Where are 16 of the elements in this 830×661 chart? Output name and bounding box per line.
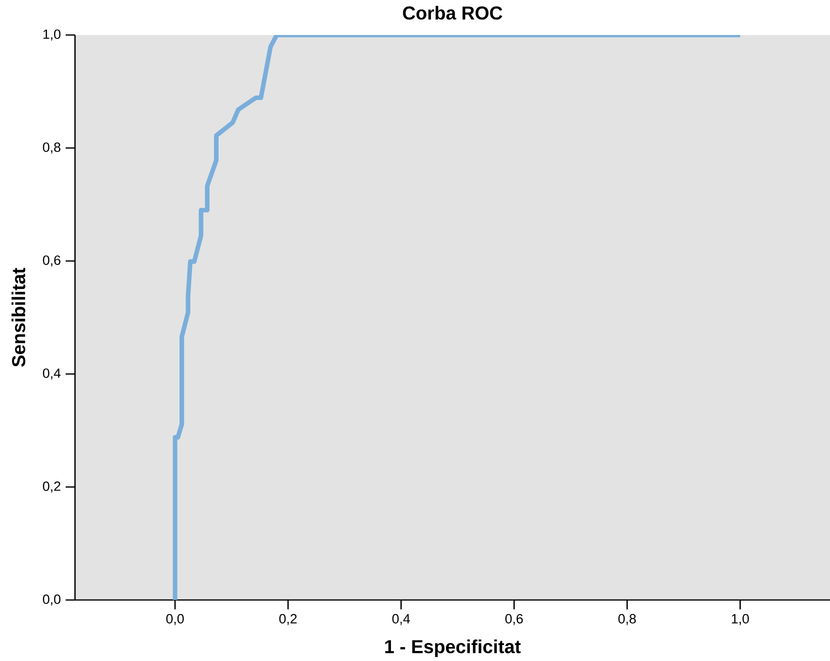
x-tick-label: 0,4 <box>392 614 410 626</box>
x-tick-label: 1,0 <box>732 614 749 626</box>
y-tick-label: 0,8 <box>42 142 60 154</box>
y-tick-label: 0,4 <box>42 368 61 380</box>
y-tick-label: 0,0 <box>42 594 60 606</box>
x-tick-label: 0,6 <box>505 614 523 626</box>
x-tick-label: 0,0 <box>166 614 184 626</box>
x-axis-title: 1 - Especificitat <box>385 640 521 657</box>
x-tick-label: 0,2 <box>279 614 297 626</box>
line-series <box>172 34 742 600</box>
y-tick-label: 1,0 <box>43 29 60 41</box>
y-axis-title: Sensibilitat <box>12 268 26 367</box>
x-tick-label: 0,8 <box>618 614 636 626</box>
chart-title: Corba ROC <box>402 6 502 20</box>
y-tick-label: 0,6 <box>42 255 60 267</box>
y-tick-label: 0,2 <box>42 481 60 493</box>
